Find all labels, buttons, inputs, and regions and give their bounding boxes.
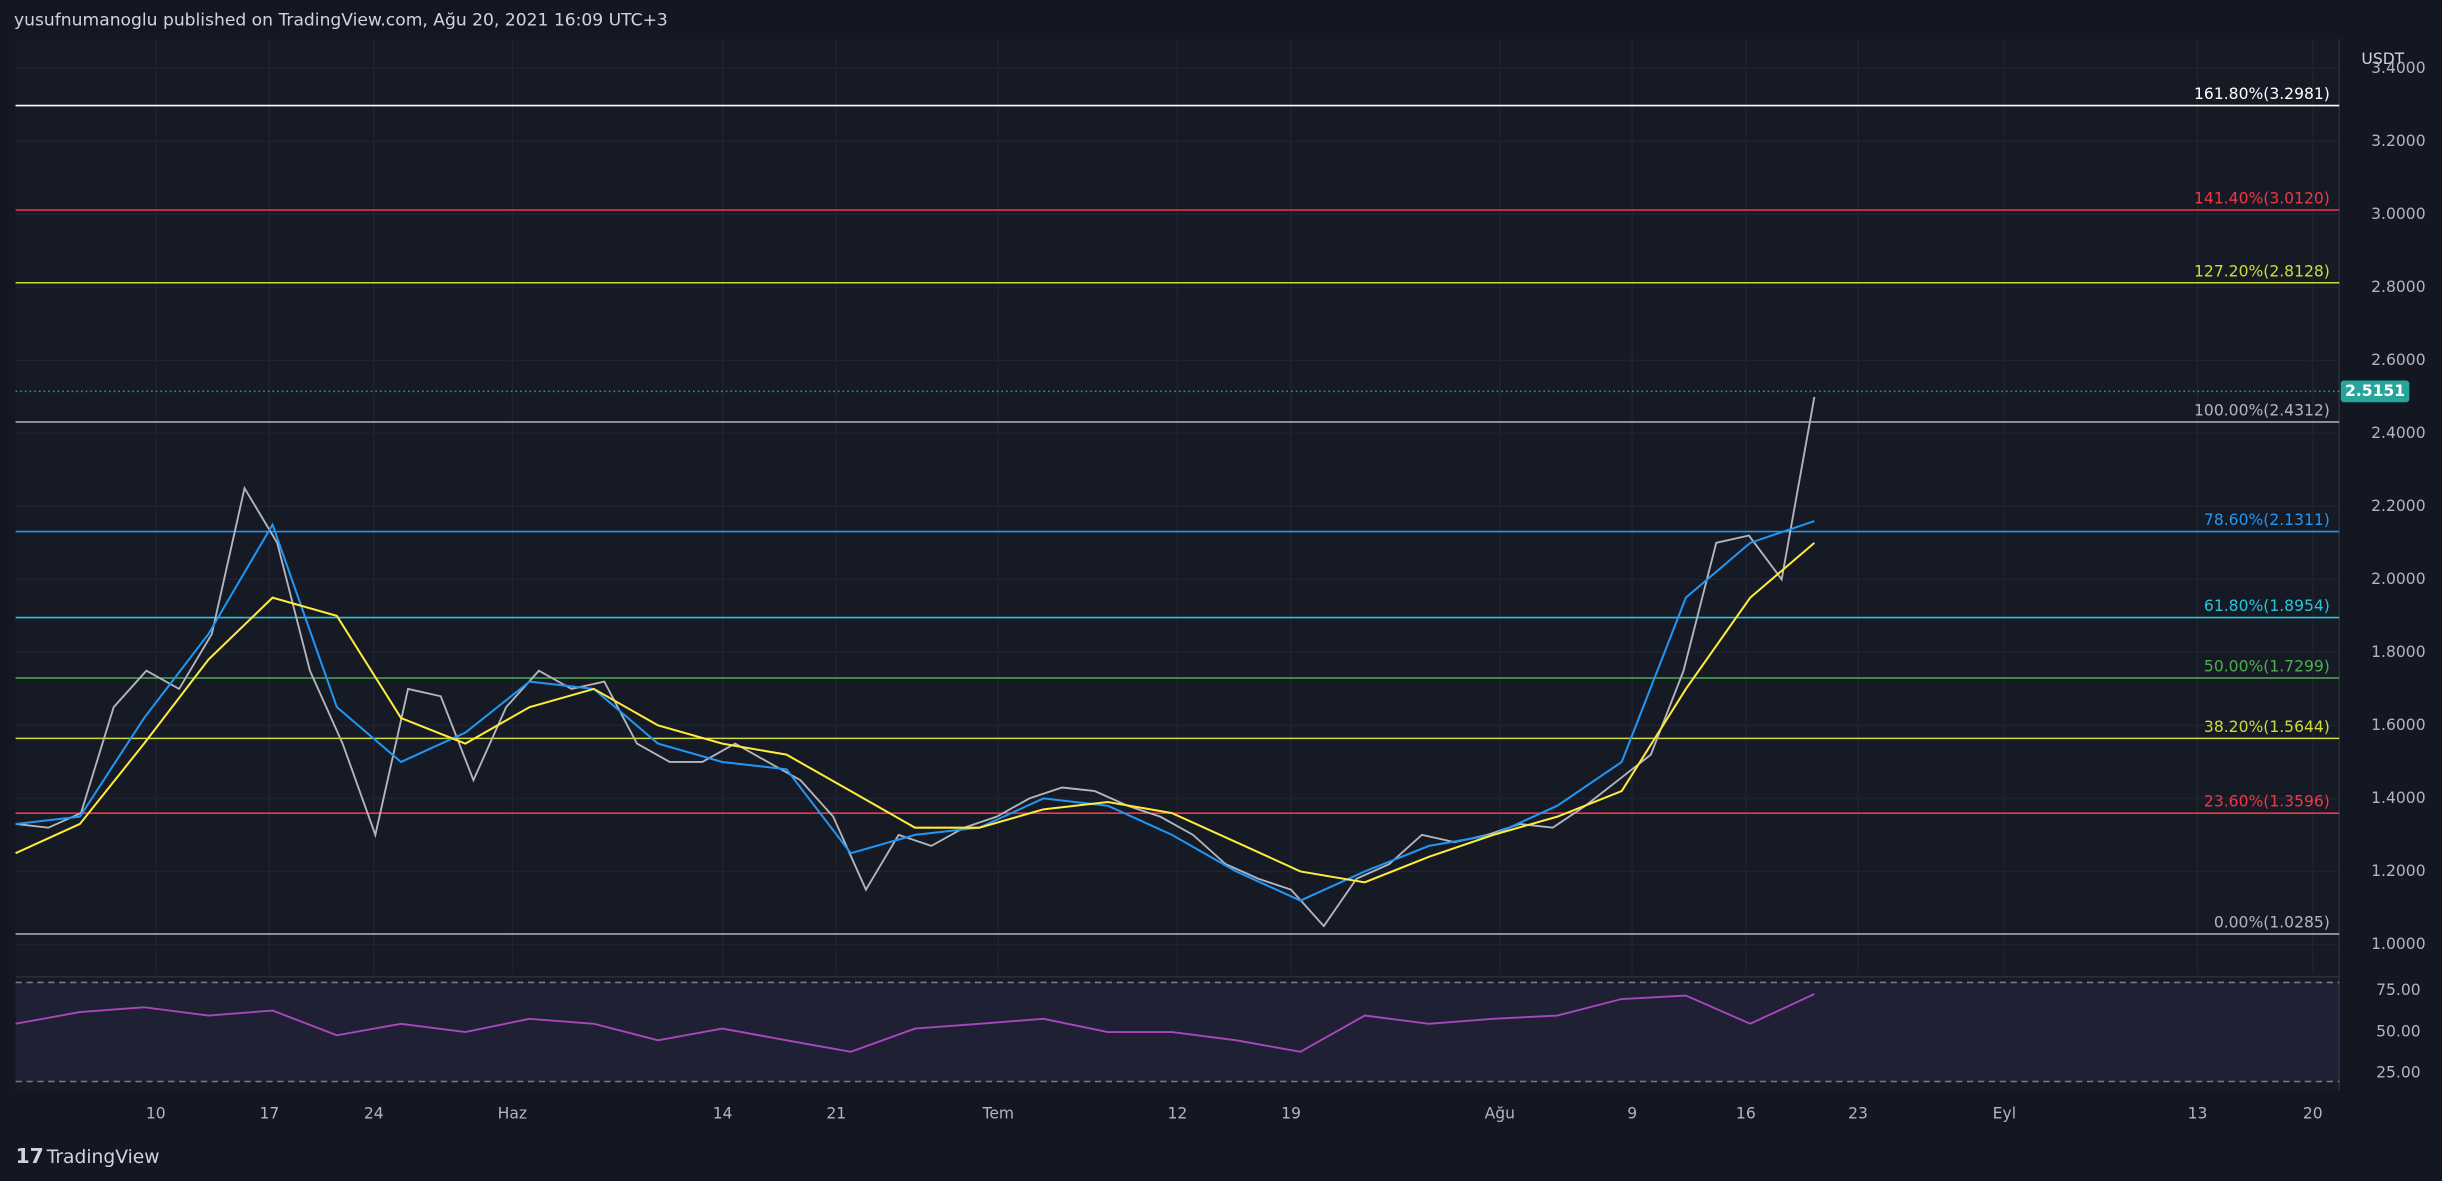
x-tick-label: 12 — [1167, 1104, 1187, 1122]
x-tick-label: 14 — [713, 1104, 733, 1122]
y-tick-label: 2.4000 — [2371, 424, 2425, 442]
y-tick-label: 1.2000 — [2371, 862, 2425, 880]
footer-logo: 𝟭𝟳 — [16, 1144, 44, 1168]
y-tick-label: 75.00 — [2376, 981, 2421, 999]
last-price-badge — [2340, 380, 2410, 403]
logo-mark: 𝟭𝟳 — [16, 1144, 44, 1168]
x-tick-label: 23 — [1848, 1104, 1868, 1122]
y-tick-label: 50.00 — [2376, 1022, 2421, 1040]
fib-label: 61.80%(1.8954) — [2204, 597, 2330, 615]
x-tick-label: 20 — [2303, 1104, 2323, 1122]
y-tick-label: 2.6000 — [2371, 351, 2425, 369]
y-tick-label: 1.0000 — [2371, 935, 2425, 953]
currency-label: USDT — [2361, 50, 2404, 68]
y-tick-label: 2.0000 — [2371, 570, 2425, 588]
fib-label: 127.20%(2.8128) — [2194, 262, 2330, 280]
y-tick-label: 1.8000 — [2371, 643, 2425, 661]
fib-label: 78.60%(2.1311) — [2204, 511, 2330, 529]
footer: TradingView — [46, 1147, 160, 1168]
y-tick-label: 2.8000 — [2371, 278, 2425, 296]
x-tick-label: 17 — [260, 1104, 280, 1122]
x-tick-label: 21 — [826, 1104, 846, 1122]
fib-label: 38.20%(1.5644) — [2204, 718, 2330, 736]
fib-label: 50.00%(1.7299) — [2204, 658, 2330, 676]
y-tick-label: 1.6000 — [2371, 716, 2425, 734]
fib-label: 23.60%(1.3596) — [2204, 793, 2330, 811]
y-tick-label: 25.00 — [2376, 1064, 2421, 1082]
y-tick-label: 3.0000 — [2371, 205, 2425, 223]
last-price-label: 2.5151 — [2345, 382, 2405, 400]
series-line — [15, 542, 1816, 884]
header: yusufnumanoglu published on TradingView.… — [14, 10, 668, 30]
x-tick-label: Tem — [981, 1104, 1014, 1122]
x-tick-label: Ağu — [1485, 1104, 1515, 1122]
x-tick-label: Eyl — [1993, 1104, 2016, 1122]
y-tick-label: 3.4000 — [2371, 59, 2425, 77]
x-tick-label: 9 — [1627, 1104, 1637, 1122]
y-tick-label: 1.4000 — [2371, 789, 2425, 807]
series-line — [15, 993, 1815, 1053]
fib-label: 0.00%(1.0285) — [2214, 914, 2330, 932]
x-tick-label: 19 — [1281, 1104, 1301, 1122]
x-tick-label: 13 — [2188, 1104, 2208, 1122]
x-tick-label: 16 — [1736, 1104, 1756, 1122]
fib-label: 161.80%(3.2981) — [2194, 85, 2330, 103]
y-tick-label: 3.2000 — [2371, 132, 2425, 150]
fib-label: 100.00%(2.4312) — [2194, 402, 2330, 420]
x-tick-label: 10 — [146, 1104, 166, 1122]
y-tick-label: 2.2000 — [2371, 497, 2425, 515]
series-line — [15, 520, 1815, 902]
x-tick-label: 24 — [364, 1104, 384, 1122]
fib-label: 141.40%(3.0120) — [2194, 190, 2330, 208]
x-tick-label: Haz — [498, 1104, 527, 1122]
